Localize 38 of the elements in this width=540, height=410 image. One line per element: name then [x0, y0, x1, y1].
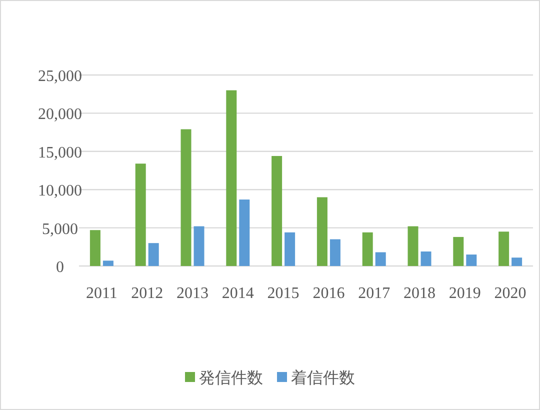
bar [375, 252, 386, 266]
y-tick-label: 10,000 [38, 182, 82, 200]
x-tick-label: 2012 [131, 285, 164, 302]
bar [226, 90, 237, 266]
bar [239, 200, 250, 266]
bar [194, 226, 204, 266]
y-tick-label: 0 [56, 259, 64, 276]
x-tick-label: 2013 [176, 285, 208, 302]
x-tick-label: 2016 [312, 285, 345, 302]
bar [316, 197, 328, 266]
y-tick-label: 20,000 [38, 106, 82, 124]
bar [284, 232, 296, 266]
x-tick-label: 2011 [86, 285, 118, 302]
bar [148, 243, 159, 266]
x-tick-label: 2017 [358, 285, 390, 302]
x-tick-label: 2019 [448, 285, 481, 302]
x-tick-label: 2018 [404, 285, 436, 302]
bar [408, 226, 418, 266]
y-tick-label: 15,000 [38, 144, 82, 162]
bar [498, 232, 510, 266]
bar [512, 258, 522, 266]
bar [362, 232, 373, 266]
bar [420, 251, 432, 266]
x-tick-label: 2015 [267, 285, 300, 302]
bar [102, 260, 114, 266]
bar [180, 129, 192, 266]
bar [330, 239, 340, 266]
legend-label: 発信件数 [199, 370, 263, 387]
bar [453, 236, 464, 266]
bar [90, 230, 100, 266]
bar [466, 254, 477, 266]
x-tick-label: 2014 [222, 285, 254, 302]
bar [272, 156, 282, 266]
x-tick-label: 2020 [494, 285, 526, 302]
legend-label: 着信件数 [291, 369, 355, 387]
bar [135, 164, 146, 266]
y-tick-label: 25,000 [38, 68, 82, 85]
y-tick-label: 5,000 [42, 220, 78, 238]
